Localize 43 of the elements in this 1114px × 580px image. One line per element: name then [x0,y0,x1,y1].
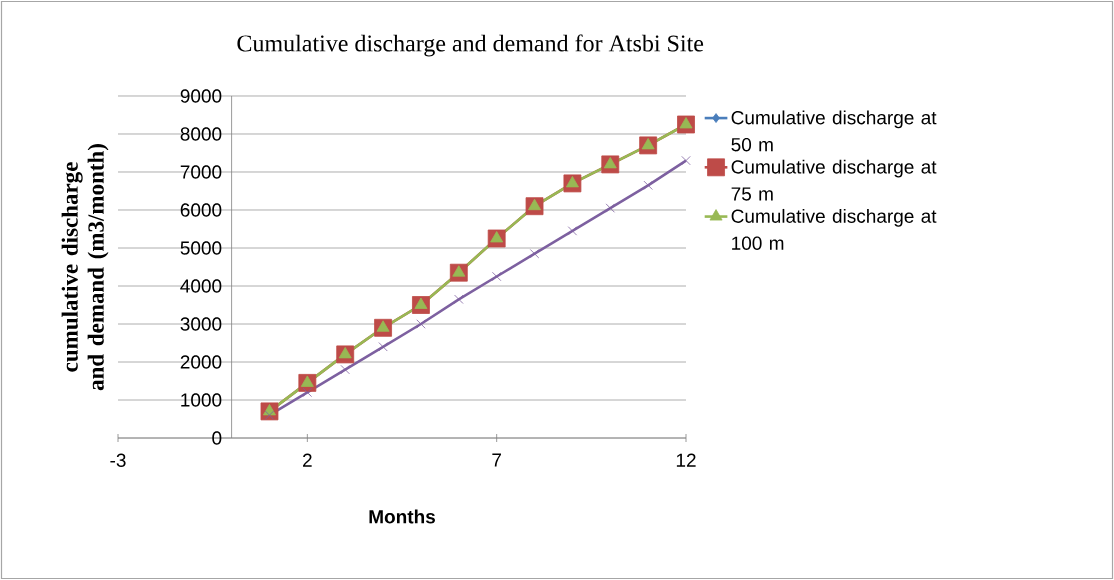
y-tick-label: 4000 [180,279,222,293]
point [378,342,388,352]
point [376,320,390,332]
point [416,319,426,329]
chart-title: Cumulative discharge and demand for Atsbi Site [237,34,704,57]
point [338,347,352,359]
legend-label: Cumulative discharge at 50 m [731,110,937,152]
y-tick-label: 0 [212,431,222,445]
point [603,157,617,169]
point [529,249,540,259]
point [454,294,464,304]
point [340,364,350,375]
x-tick-label: 12 [676,453,696,467]
y-tick-label: 7000 [180,165,222,179]
x-axis-title: Months [369,509,435,524]
y-tick-label: 8000 [180,127,222,141]
point [490,231,504,243]
point [302,387,312,398]
point [414,297,428,309]
point [300,375,314,387]
legend-label: Cumulative discharge at 100 m [731,208,937,250]
point [567,226,578,236]
y-tick-label: 2000 [180,355,222,369]
point [643,180,653,190]
y-tick-label: 6000 [180,203,222,217]
x-tick-label: 2 [303,453,312,467]
y-tick-label: 5000 [180,241,222,255]
point [264,410,275,420]
point [452,265,466,277]
point [492,271,502,282]
point [605,203,615,213]
point [565,176,579,188]
y-tick-label: 1000 [181,393,222,407]
point [679,117,693,129]
x-tick-label: 7 [492,453,501,467]
point [641,138,655,150]
y-axis-title: cumulative discharge and demand (m3/month) [61,144,109,391]
point [681,155,691,166]
x-tick-label: -3 [110,453,126,467]
y-tick-label: 3000 [180,317,222,331]
y-tick-label: 9000 [180,89,222,103]
point [528,198,541,211]
legend-label: Cumulative discharge at 75 m [731,159,937,201]
